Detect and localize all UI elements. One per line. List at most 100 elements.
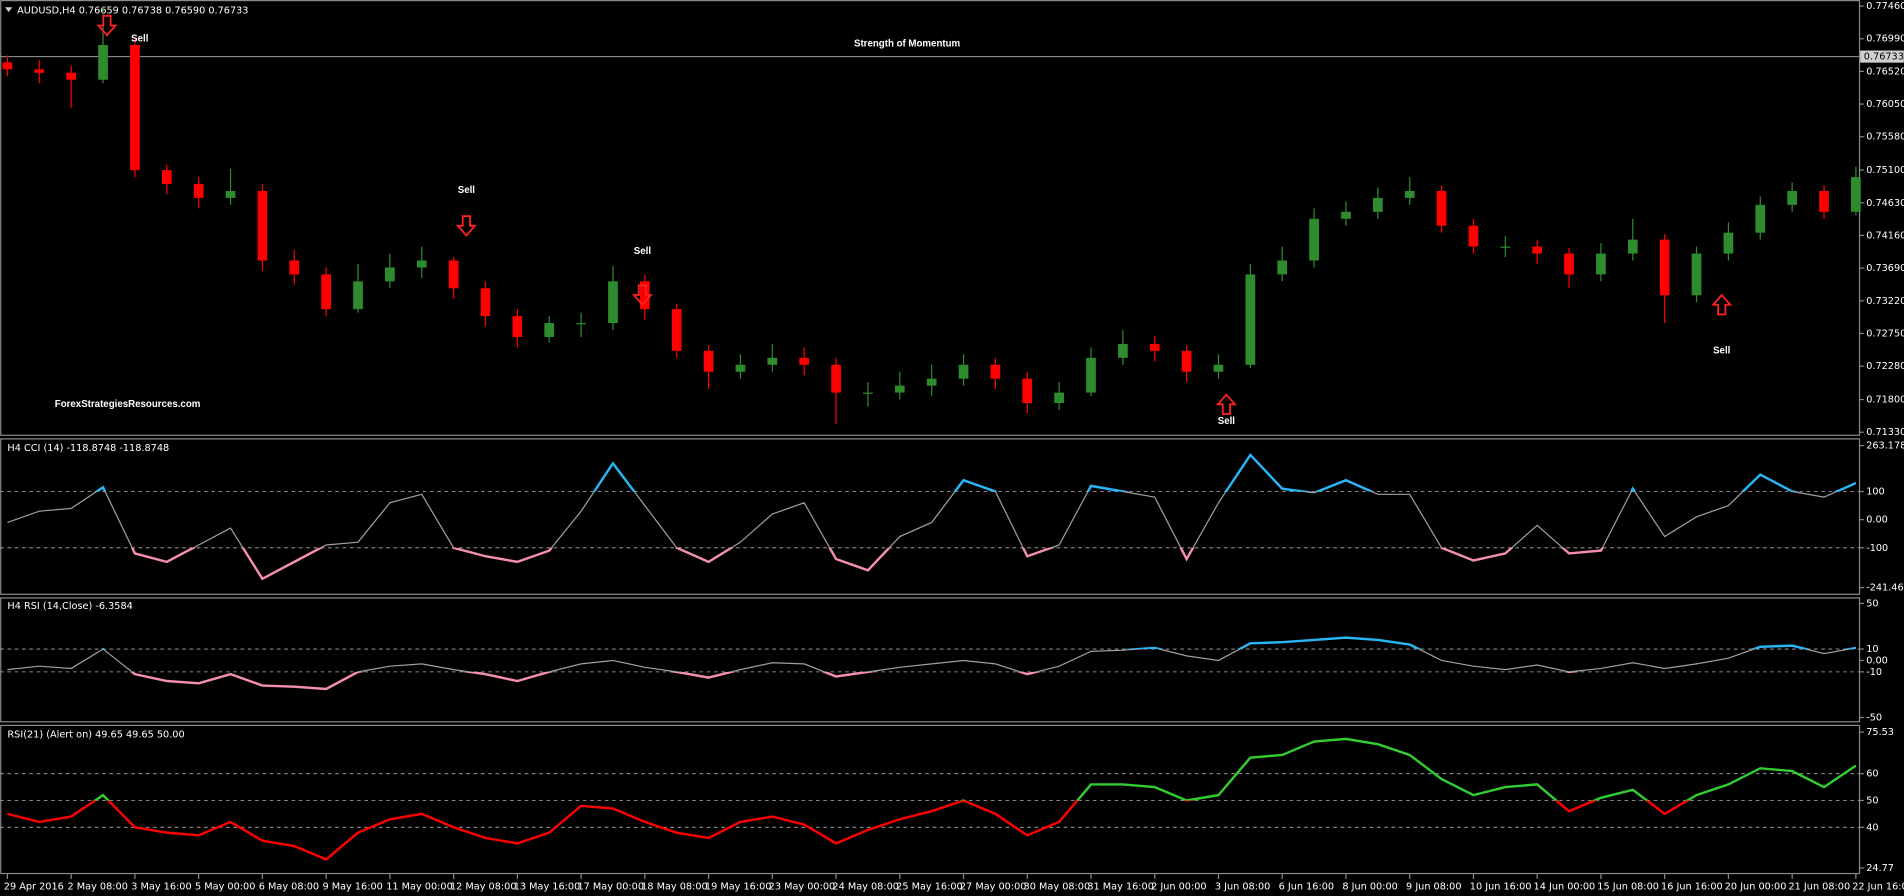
candle-body <box>703 350 714 372</box>
candle-body <box>480 288 491 317</box>
y-tick-label: 0.71330 <box>1866 427 1904 438</box>
candle-body <box>130 44 140 171</box>
annotation: Sell <box>1713 345 1731 356</box>
y-tick-label: 100 <box>1866 487 1885 498</box>
x-tick-label: 2 Jun 00:00 <box>1151 881 1206 892</box>
annotation: Sell <box>131 33 149 44</box>
indicator-line-down <box>130 671 1581 691</box>
candle-body <box>1372 197 1383 212</box>
y-tick-label: 0.73220 <box>1866 296 1904 307</box>
x-tick-label: 9 Jun 08:00 <box>1406 881 1461 892</box>
candle-body <box>1181 350 1192 372</box>
x-tick-label: 5 May 00:00 <box>195 881 255 892</box>
watermark: ForexStrategiesResources.com <box>55 399 201 410</box>
candle-body <box>990 364 1001 379</box>
signal-arrow <box>1711 293 1733 316</box>
x-tick-label: 21 Jun 08:00 <box>1789 881 1851 892</box>
candle-body <box>1404 190 1415 198</box>
y-tick-label: 0.77460 <box>1866 1 1904 12</box>
y-tick-label: 75.53 <box>1866 727 1894 738</box>
signal-arrow <box>1215 393 1237 415</box>
candle-body <box>1213 364 1224 372</box>
rsi21-header: RSI(21) (Alert on) 49.65 49.65 50.00 <box>7 730 184 741</box>
x-tick-label: 30 May 08:00 <box>1024 881 1091 892</box>
y-tick-label: 50 <box>1866 795 1878 806</box>
rsi-header: H4 RSI (14,Close) -6.3584 <box>7 601 132 612</box>
candle-body <box>2 62 13 70</box>
y-tick-label: 0.73690 <box>1866 263 1904 274</box>
candle-body <box>894 385 905 393</box>
candle-body <box>289 260 300 275</box>
candle-body <box>1149 343 1160 351</box>
x-tick-label: 3 May 16:00 <box>131 881 191 892</box>
candle-body <box>1787 190 1798 205</box>
y-tick-label: -50 <box>1866 713 1882 724</box>
x-tick-label: 15 Jun 08:00 <box>1597 881 1659 892</box>
x-tick-label: 13 May 16:00 <box>514 881 581 892</box>
y-tick-label: 0.75100 <box>1866 165 1904 176</box>
candle-body <box>193 184 204 198</box>
indicator-line-up <box>92 737 1857 801</box>
y-tick-label: 0.74160 <box>1866 230 1904 241</box>
menu-arrow[interactable] <box>5 7 13 13</box>
candle-body <box>257 190 268 261</box>
y-tick-label: -241.4683 <box>1866 583 1904 594</box>
x-tick-label: 20 Jun 00:00 <box>1725 881 1787 892</box>
x-tick-label: 19 May 16:00 <box>705 881 772 892</box>
x-tick-label: 29 Apr 2016 <box>4 881 64 892</box>
y-tick-label: 0.76520 <box>1866 66 1904 77</box>
cci-header: H4 CCI (14) -118.8748 -118.8748 <box>7 443 169 454</box>
x-tick-label: 27 May 00:00 <box>960 881 1027 892</box>
candle-body <box>161 170 172 185</box>
candle-body <box>767 357 778 365</box>
y-tick-label: -100 <box>1866 543 1888 554</box>
candle-body <box>1755 204 1766 233</box>
x-tick-label: 22 Jun 16:00 <box>1852 881 1904 892</box>
y-tick-label: 0.00 <box>1866 515 1888 526</box>
candle-body <box>1723 232 1734 254</box>
x-tick-label: 10 Jun 16:00 <box>1470 881 1532 892</box>
candle-body <box>448 260 459 289</box>
candle-body <box>863 392 873 394</box>
candle-body <box>353 281 363 310</box>
candle-body <box>576 323 586 325</box>
candle-body <box>416 260 427 268</box>
candle-body <box>1309 218 1319 261</box>
signal-arrow <box>96 14 118 37</box>
y-tick-label: 24.77 <box>1866 863 1894 874</box>
candle-body <box>1851 177 1861 212</box>
last-price-box <box>1860 50 1904 63</box>
candle-body <box>1500 246 1511 248</box>
y-tick-label: 10 <box>1866 644 1878 655</box>
candle-body <box>385 267 395 282</box>
x-tick-label: 11 May 00:00 <box>386 881 453 892</box>
candle-body <box>1596 253 1606 275</box>
x-tick-label: 8 Jun 00:00 <box>1342 881 1397 892</box>
candle-body <box>671 309 682 351</box>
candle-body <box>1627 239 1638 254</box>
x-tick-label: 31 May 16:00 <box>1087 881 1154 892</box>
y-tick-label: 0.71800 <box>1866 395 1904 406</box>
rsi21-panel <box>0 724 1861 875</box>
y-tick-label: 40 <box>1866 822 1878 833</box>
y-tick-label: 60 <box>1866 769 1878 780</box>
candle-body <box>1468 225 1479 247</box>
x-tick-label: 12 May 08:00 <box>450 881 517 892</box>
candle-body <box>1118 343 1128 358</box>
candle-body <box>321 274 331 310</box>
candle-body <box>225 190 236 198</box>
candle-body <box>639 281 650 310</box>
signal-arrow <box>455 215 477 237</box>
x-tick-label: 2 May 08:00 <box>68 881 128 892</box>
candle-body <box>1022 378 1033 404</box>
symbol-header: AUDUSD,H4 0.76659 0.76738 0.76590 0.7673… <box>17 5 248 16</box>
candle-body <box>1054 392 1064 404</box>
candle-body <box>1436 190 1447 226</box>
candle-body <box>1341 211 1351 219</box>
cci-panel <box>0 438 1861 595</box>
annotation: Sell <box>1218 416 1236 427</box>
candle-body <box>34 69 45 73</box>
candle-body <box>1277 260 1288 275</box>
